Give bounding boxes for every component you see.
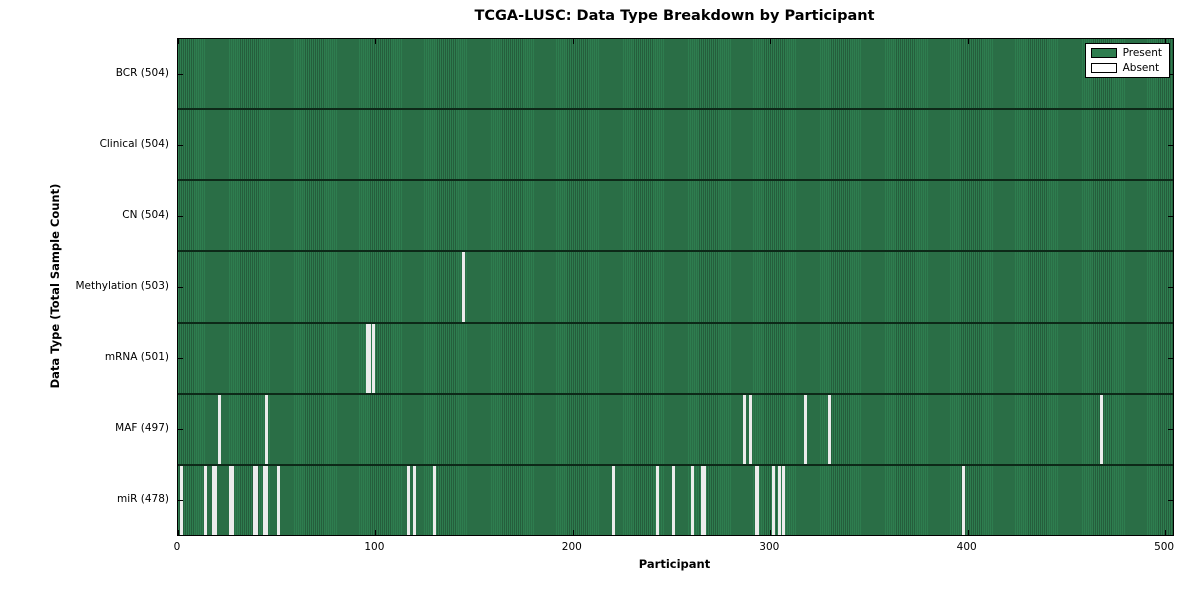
y-tick-mark bbox=[1168, 287, 1173, 288]
absent-stripe bbox=[231, 465, 235, 535]
absent-swatch bbox=[1090, 62, 1117, 73]
absent-stripe bbox=[253, 465, 256, 535]
absent-stripe bbox=[264, 394, 268, 464]
heatmap-plot: Present Absent bbox=[177, 38, 1174, 536]
heatmap-row-maf bbox=[178, 394, 1173, 466]
y-tick-label: BCR (504) bbox=[115, 67, 169, 80]
x-tick-mark bbox=[1165, 530, 1167, 535]
absent-stripe bbox=[655, 465, 659, 535]
y-tick-label: miR (478) bbox=[116, 492, 169, 505]
absent-stripe bbox=[262, 465, 266, 535]
absent-stripe bbox=[772, 465, 776, 535]
y-tick-mark bbox=[1168, 428, 1173, 430]
absent-label: Absent bbox=[1122, 61, 1160, 74]
x-tick-mark bbox=[178, 39, 179, 44]
absent-stripe bbox=[778, 465, 782, 535]
x-tick-label: 300 bbox=[759, 541, 780, 553]
y-tick-label: Clinical (504) bbox=[99, 138, 169, 151]
y-tick-label: mRNA (501) bbox=[104, 350, 169, 363]
absent-stripe bbox=[217, 394, 221, 464]
legend-entry-absent: Absent bbox=[1090, 61, 1162, 74]
absent-stripe bbox=[203, 465, 207, 535]
x-tick-mark bbox=[770, 530, 772, 535]
x-tick-mark bbox=[967, 39, 969, 44]
absent-stripe bbox=[264, 465, 268, 535]
x-tick-mark bbox=[375, 530, 377, 535]
absent-stripe bbox=[612, 465, 616, 535]
y-tick-label: MAF (497) bbox=[115, 421, 169, 434]
absent-stripe bbox=[213, 465, 217, 535]
absent-stripe bbox=[748, 394, 752, 464]
absent-stripe bbox=[407, 465, 410, 535]
rows bbox=[178, 39, 1173, 535]
y-tick-mark bbox=[178, 287, 183, 288]
absent-stripe bbox=[365, 323, 369, 393]
present-swatch bbox=[1090, 48, 1117, 59]
y-tick-mark bbox=[1168, 216, 1173, 218]
legend: Present Absent bbox=[1084, 43, 1170, 78]
y-tick-label: Methylation (503) bbox=[75, 280, 169, 292]
y-tick-mark bbox=[178, 74, 183, 76]
absent-stripe bbox=[1100, 394, 1103, 464]
y-tick-mark bbox=[178, 216, 183, 218]
absent-stripe bbox=[827, 394, 831, 464]
heatmap-row-mir bbox=[178, 465, 1173, 535]
chart-title: TCGA-LUSC: Data Type Breakdown by Partic… bbox=[474, 8, 875, 24]
absent-stripe bbox=[742, 394, 746, 464]
absent-stripe bbox=[462, 252, 466, 322]
x-tick-label: 100 bbox=[364, 541, 385, 553]
y-tick-mark bbox=[1168, 74, 1173, 76]
y-tick-mark bbox=[1168, 357, 1173, 359]
x-tick-mark bbox=[770, 39, 772, 44]
x-tick-mark bbox=[375, 39, 377, 44]
absent-stripe bbox=[276, 465, 280, 535]
y-tick-mark bbox=[178, 357, 183, 359]
absent-stripe bbox=[703, 465, 707, 535]
absent-stripe bbox=[691, 465, 695, 535]
x-tick-mark bbox=[967, 530, 969, 535]
x-tick-label: 500 bbox=[1154, 541, 1175, 553]
absent-stripe bbox=[782, 465, 786, 535]
absent-stripe bbox=[671, 465, 675, 535]
y-tick-mark bbox=[178, 145, 183, 147]
absent-stripe bbox=[371, 323, 375, 393]
absent-stripe bbox=[412, 465, 416, 535]
y-tick-label: CN (504) bbox=[122, 209, 169, 222]
heatmap-row-methylation bbox=[178, 252, 1173, 324]
heatmap-row-mrna bbox=[178, 323, 1173, 395]
heatmap-row-clinical bbox=[178, 110, 1173, 182]
y-tick-mark bbox=[1168, 145, 1173, 147]
x-tick-label: 200 bbox=[561, 541, 582, 553]
absent-stripe bbox=[211, 465, 215, 535]
x-tick-mark bbox=[1165, 39, 1167, 44]
legend-entry-present: Present bbox=[1090, 47, 1162, 59]
x-tick-mark bbox=[178, 530, 179, 535]
heatmap-row-cn bbox=[178, 181, 1173, 253]
y-tick-mark bbox=[178, 428, 183, 430]
absent-stripe bbox=[754, 465, 758, 535]
y-tick-mark bbox=[178, 499, 183, 501]
absent-stripe bbox=[701, 465, 705, 535]
absent-stripe bbox=[432, 465, 436, 535]
x-tick-mark bbox=[572, 39, 574, 44]
absent-stripe bbox=[756, 465, 760, 535]
x-axis-title: Participant bbox=[638, 557, 711, 571]
heatmap-row-bcr bbox=[178, 39, 1173, 111]
absent-stripe bbox=[255, 465, 258, 535]
absent-stripe bbox=[803, 394, 807, 464]
absent-stripe bbox=[367, 323, 371, 393]
absent-stripe bbox=[961, 465, 965, 535]
x-tick-mark bbox=[572, 530, 574, 535]
x-tick-label: 400 bbox=[956, 541, 977, 553]
y-tick-mark bbox=[1168, 499, 1173, 501]
absent-stripe bbox=[229, 465, 233, 535]
present-label: Present bbox=[1122, 47, 1162, 59]
x-tick-label: 0 bbox=[173, 541, 181, 553]
